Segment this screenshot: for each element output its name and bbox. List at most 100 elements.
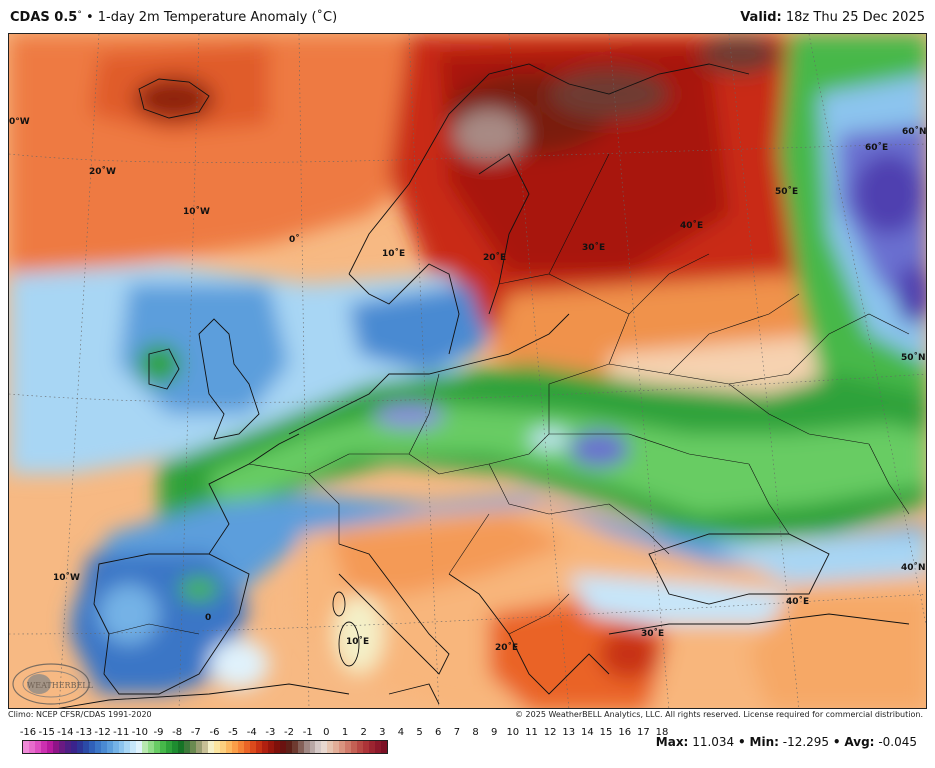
colorbar-tick-label: -2 [284, 727, 295, 738]
colorbar-cell [160, 741, 167, 753]
colorbar-tick-label: 6 [435, 727, 442, 738]
colorbar-tick-label: -6 [209, 727, 220, 738]
max-value: 11.034 [692, 735, 735, 749]
label-lon-60e: 60˚E [865, 142, 888, 153]
colorbar-tick-label: 0 [323, 727, 330, 738]
colorbar-tick-label: 5 [416, 727, 423, 738]
colorbar-cell [154, 741, 161, 753]
colorbar-cell [100, 741, 107, 753]
colorbar-cell [166, 741, 173, 753]
colorbar-tick-label: -15 [38, 727, 55, 738]
colorbar-tick-label: -5 [228, 727, 239, 738]
colorbar-cell [202, 741, 209, 753]
header: CDAS 0.5° • 1-day 2m Temperature Anomaly… [0, 0, 935, 32]
colorbar-cell [231, 741, 238, 753]
colorbar-cell [172, 741, 179, 753]
footer: Climo: NCEP CFSR/CDAS 1991-2020 © 2025 W… [0, 709, 935, 768]
colorbar-cell [363, 741, 370, 753]
colorbar-tick-label: 16 [618, 727, 632, 738]
coastlines [58, 63, 910, 708]
colorbar-tick-label: 1 [341, 727, 349, 738]
colorbar-cell [52, 741, 59, 753]
graticule-labels: 0°W 20˚W 10˚W 0˚ 10˚E 20˚E 30˚E 40˚E 50˚… [9, 117, 927, 653]
avg-value: -0.045 [878, 735, 917, 749]
colorbar-cell [249, 741, 256, 753]
temperature-anomaly-map: 0°W 20˚W 10˚W 0˚ 10˚E 20˚E 30˚E 40˚E 50˚… [8, 33, 927, 709]
logo-text: WEATHERBELL [27, 681, 94, 690]
label-lat-50n: 50˚N [901, 352, 926, 363]
colorbar-cell [321, 741, 328, 753]
colorbar-cell [339, 741, 346, 753]
colorbar-tick-label: -8 [172, 727, 183, 738]
colorbar-cell [112, 741, 119, 753]
valid-label: Valid: [740, 10, 782, 25]
colorbar-cell [76, 741, 83, 753]
valid-value: 18z Thu 25 Dec 2025 [785, 10, 925, 25]
colorbar-tick-label: 2 [360, 727, 367, 738]
min-value: -12.295 [782, 735, 830, 749]
colorbar-tick-label: 18 [655, 727, 669, 738]
colorbar-tick-label: -4 [246, 727, 257, 738]
label-lon-30e-south: 30˚E [641, 628, 664, 639]
product-name: 1-day 2m Temperature Anomaly (˚C) [97, 10, 338, 25]
colorbar-cell [208, 741, 214, 753]
label-lon-40e-south: 40˚E [786, 596, 809, 607]
colorbar-cell [261, 741, 268, 753]
colorbar-tick-label: -16 [19, 727, 37, 738]
colorbar-cell [118, 741, 125, 753]
colorbar-cell [303, 741, 310, 753]
colorbar-tick-label: 13 [562, 727, 576, 738]
colorbar-tick-label: -10 [131, 727, 149, 738]
model-name: CDAS 0.5 [10, 10, 78, 25]
colorbar-tick-label: 15 [599, 727, 613, 738]
colorbar-cell [178, 741, 185, 753]
colorbar-tick-label: 14 [581, 727, 594, 738]
colorbar-tick-label: 8 [472, 727, 479, 738]
colorbar-tick-label: 4 [397, 727, 405, 738]
max-label: Max: [655, 735, 689, 749]
weatherbell-logo: WEATHERBELL [12, 663, 94, 705]
colorbar-cell [351, 741, 358, 753]
colorbar-cell [58, 741, 65, 753]
colorbar-tick-label: 12 [543, 727, 557, 738]
colorbar-cell [142, 741, 149, 753]
colorbar-cell [333, 741, 340, 753]
colorbar-cell [315, 741, 322, 753]
label-lat-60n: 60˚N [902, 126, 927, 137]
label-lon-0-south: 0 [205, 613, 211, 623]
graticule [9, 34, 926, 708]
colorbar-cell [297, 741, 304, 753]
colorbar-tick-label: -14 [57, 727, 74, 738]
label-lon-50e: 50˚E [775, 186, 798, 197]
label-lon-0: 0˚ [289, 234, 300, 245]
colorbar-cell [82, 741, 89, 753]
label-lon-20e-south: 20˚E [495, 642, 518, 653]
colorbar-cell [214, 741, 220, 753]
colorbar-cell [237, 741, 244, 753]
colorbar-tick-label: 10 [506, 727, 520, 738]
colorbar-cell [124, 741, 131, 753]
stats-separator-1: • [738, 735, 746, 749]
colorbar-tick-label: -9 [153, 727, 164, 738]
colorbar-cell [345, 741, 352, 753]
colorbar-cell [64, 741, 71, 753]
title-separator: • [85, 10, 94, 25]
colorbar-tick-label: -11 [113, 727, 130, 738]
label-lat-40n: 40˚N [901, 562, 926, 573]
colorbar-cell [291, 741, 298, 753]
country-borders [108, 153, 910, 635]
valid-time: Valid: 18z Thu 25 Dec 2025 [740, 10, 925, 25]
colorbar-cell [369, 741, 376, 753]
colorbar-tick-label: 11 [525, 727, 538, 738]
min-label: Min: [749, 735, 779, 749]
colorbar-tick-label: -12 [94, 727, 111, 738]
map-canvas: 0°W 20˚W 10˚W 0˚ 10˚E 20˚E 30˚E 40˚E 50˚… [9, 34, 927, 708]
colorbar-cell [190, 741, 197, 753]
colorbar-tick-label: -3 [265, 727, 276, 738]
colorbar-cell [255, 741, 262, 753]
climo-note: Climo: NCEP CFSR/CDAS 1991-2020 [8, 710, 152, 719]
label-lon-20e: 20˚E [483, 252, 506, 263]
label-lon-10e-south: 10˚E [346, 636, 369, 647]
colorbar-cell [243, 741, 250, 753]
degree-mark: ° [77, 10, 82, 20]
